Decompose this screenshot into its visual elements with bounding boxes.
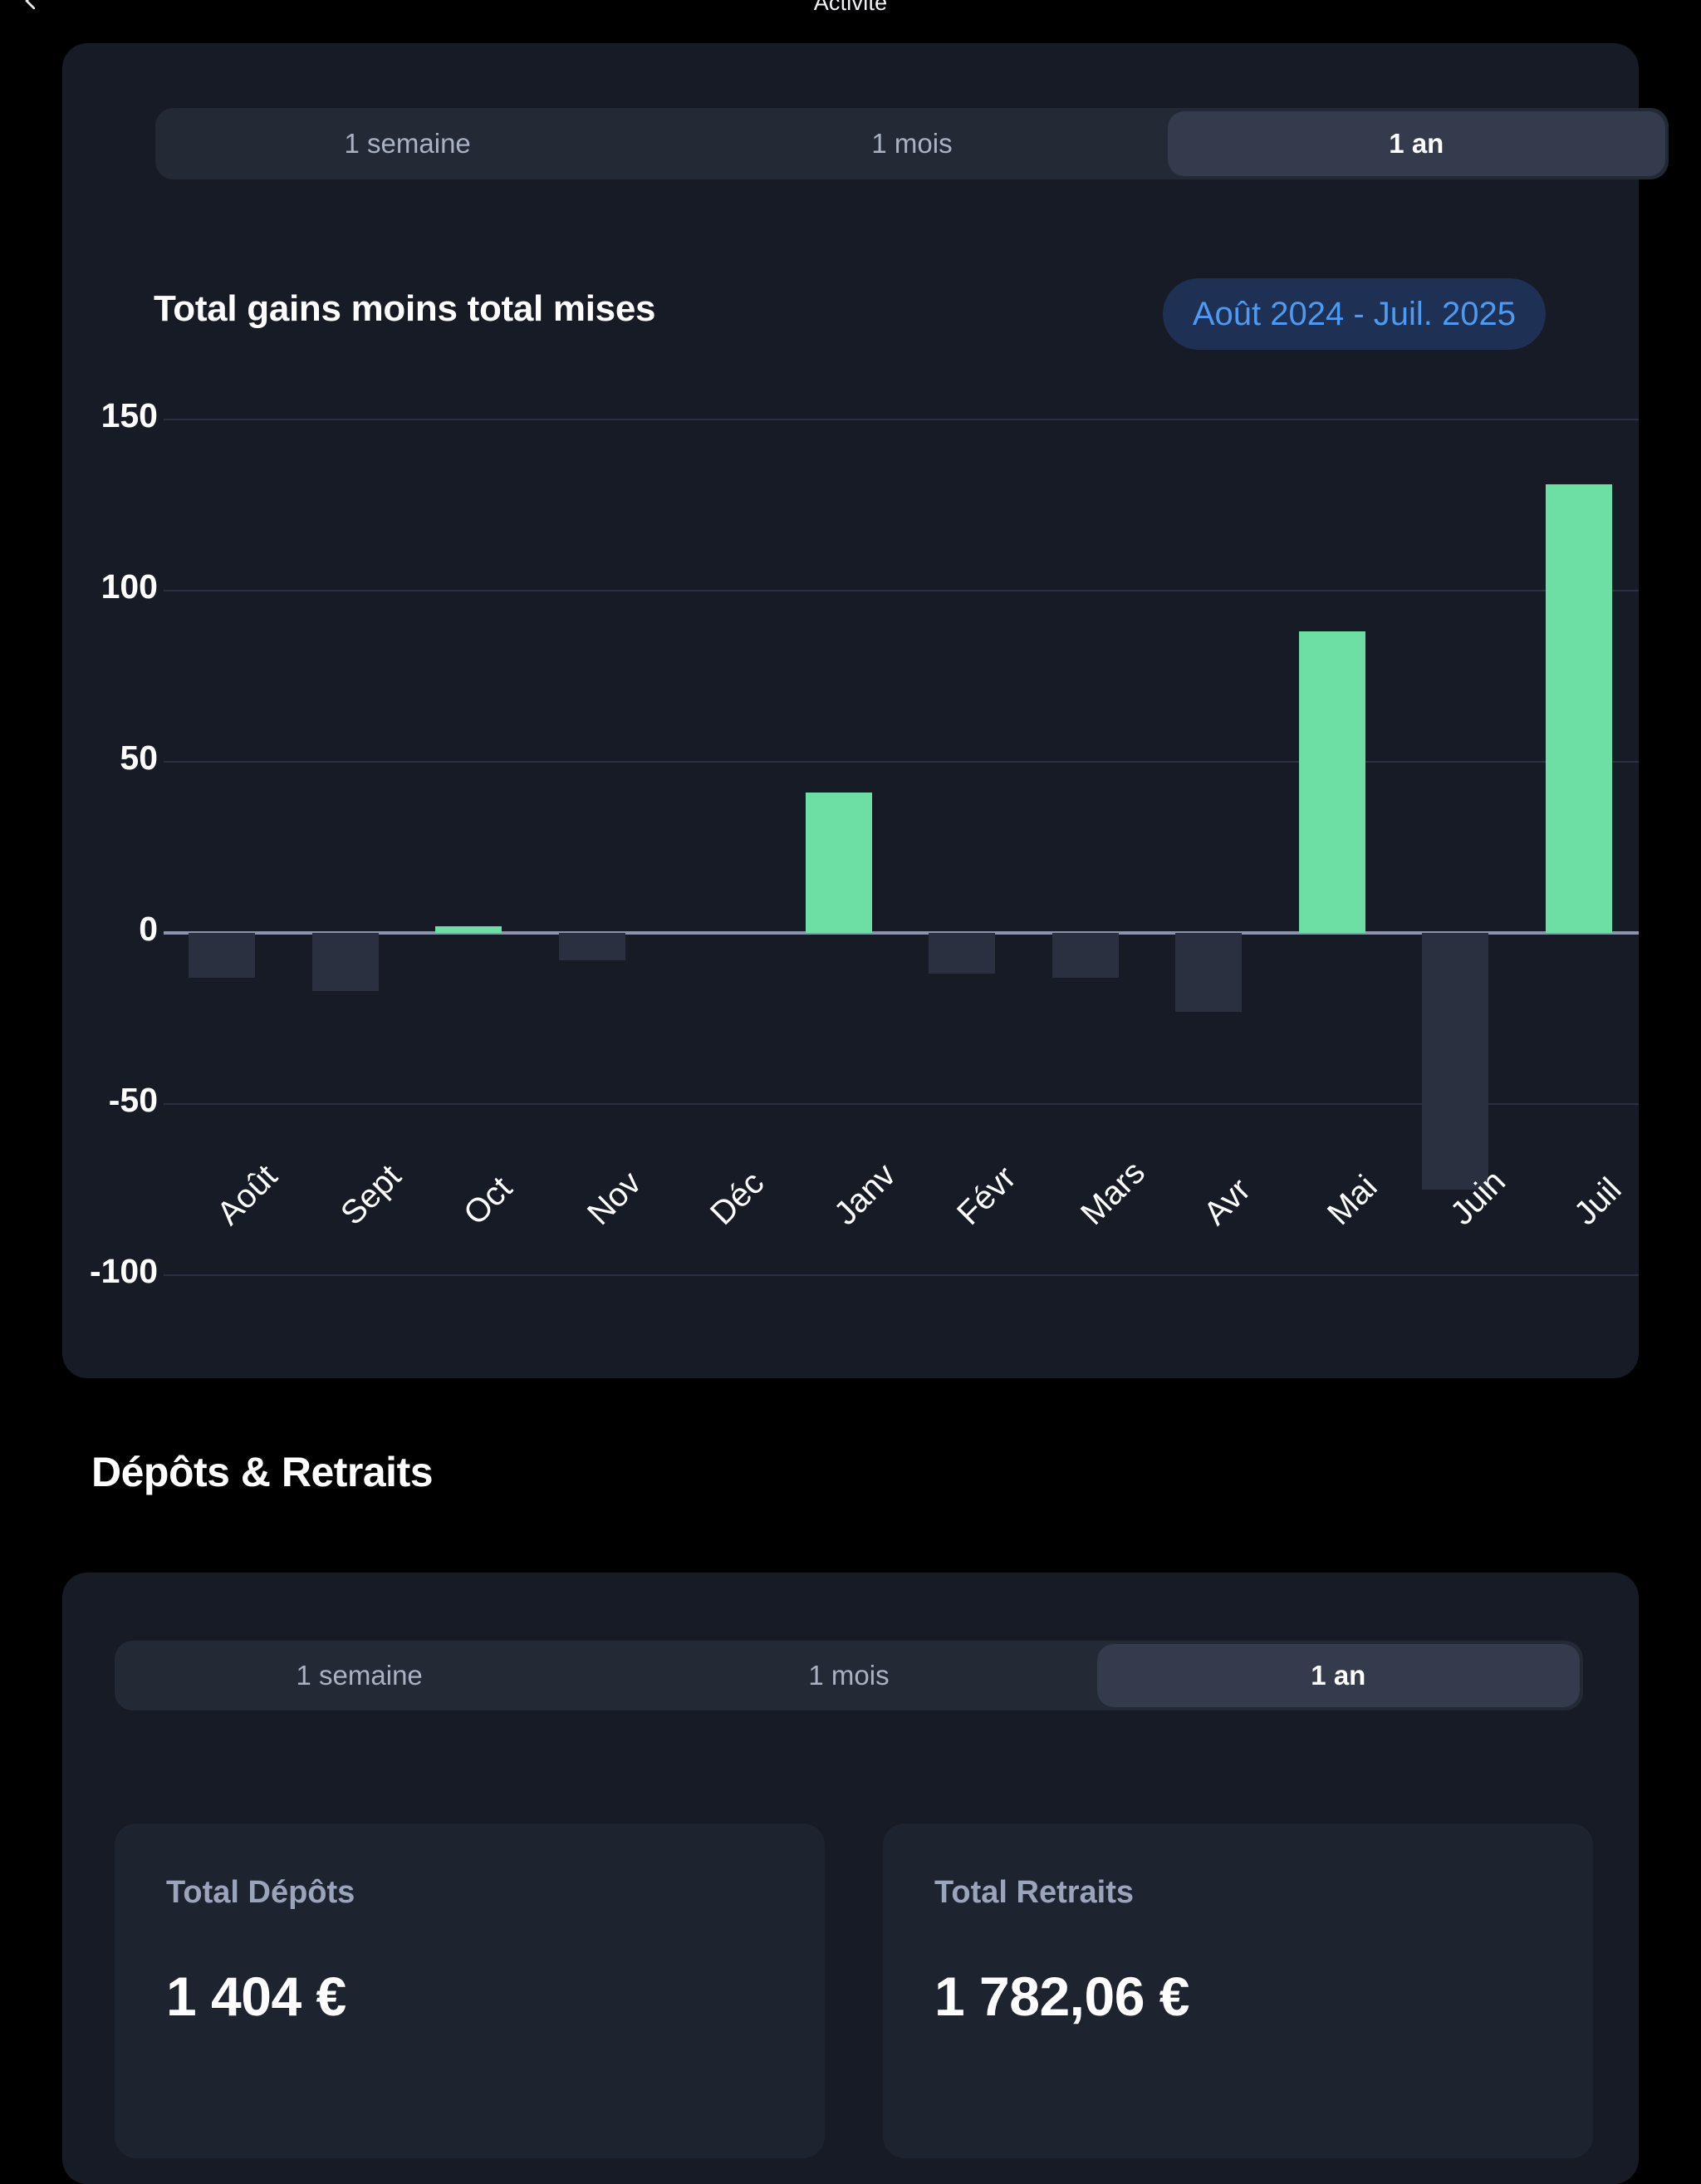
y-axis-tick: 150 [62, 396, 158, 443]
gridline [164, 590, 1639, 591]
gridline [164, 761, 1639, 763]
back-chevron-icon[interactable] [18, 0, 43, 13]
chart-period-tab-1-an[interactable]: 1 an [1167, 111, 1665, 176]
bar-août[interactable] [189, 933, 255, 978]
zero-axis-line [164, 931, 1639, 935]
y-axis-tick: 50 [62, 739, 158, 785]
bar-juil[interactable] [1545, 484, 1612, 933]
bar-juin[interactable] [1422, 933, 1488, 1190]
total-withdrawals-value: 1 782,06 € [934, 1966, 1189, 2027]
bar-mars[interactable] [1051, 933, 1119, 978]
bar-nov[interactable] [558, 933, 625, 960]
x-axis-tick-label: Avr [1197, 1171, 1258, 1233]
y-axis-tick-label: -50 [108, 1081, 158, 1119]
deposits-period-tab-1-mois[interactable]: 1 mois [808, 1660, 890, 1691]
x-axis-tick-label: Sept [333, 1157, 408, 1233]
x-axis-tick-label: Nov [580, 1164, 648, 1233]
y-axis-tick-label: 50 [120, 739, 158, 777]
bar-mai[interactable] [1298, 631, 1365, 933]
gridline [164, 1103, 1639, 1105]
x-axis-tick-label: Août [210, 1157, 285, 1233]
gridline [164, 1274, 1639, 1276]
deposits-period-tab-1-an[interactable]: 1 an [1096, 1644, 1580, 1707]
deposits-section-heading: Dépôts & Retraits [91, 1449, 434, 1495]
total-deposits-value: 1 404 € [166, 1966, 346, 2027]
total-withdrawals-tile: Total Retraits 1 782,06 € [883, 1823, 1593, 2158]
deposits-period-segmented-control[interactable]: 1 semaine 1 mois 1 an [115, 1641, 1583, 1710]
activity-chart-card: 1 semaine 1 mois 1 an Total gains moins … [62, 43, 1669, 1378]
bar-avr[interactable] [1175, 933, 1242, 1012]
x-axis-tick-label: Mai [1320, 1168, 1385, 1233]
y-axis-tick-label: 100 [100, 567, 158, 606]
x-axis-tick-label: Oct [457, 1169, 520, 1233]
x-axis-tick-label: Mars [1073, 1154, 1152, 1233]
deposits-period-tab-1-semaine[interactable]: 1 semaine [296, 1660, 423, 1691]
bar-sept[interactable] [311, 933, 379, 992]
page-title: Activité [813, 0, 888, 15]
bar-févr[interactable] [929, 933, 995, 974]
bar-oct[interactable] [435, 925, 502, 933]
chart-period-segmented-control[interactable]: 1 semaine 1 mois 1 an [155, 108, 1669, 179]
y-axis-tick-label: 150 [100, 396, 158, 434]
y-axis-tick: 100 [62, 567, 158, 614]
y-axis-tick-label: -100 [89, 1252, 158, 1290]
y-axis-tick: 0 [62, 910, 158, 956]
chart-title: Total gains moins total mises [154, 288, 656, 329]
total-withdrawals-label: Total Retraits [934, 1875, 1135, 1910]
chart-date-range-badge[interactable]: Août 2024 - Juil. 2025 [1162, 278, 1546, 350]
x-axis-tick-label: Janv [826, 1156, 903, 1233]
x-axis-tick-label: Déc [703, 1164, 772, 1233]
total-deposits-tile: Total Dépôts 1 404 € [115, 1823, 825, 2158]
y-axis-tick-label: 0 [139, 910, 158, 948]
bar-chart-plot: 150 100 50 0 -50 -100 Août Sept Oct Nov Déc Janv Fév… [62, 43, 1639, 1378]
x-axis-tick-label: Juil [1566, 1171, 1629, 1233]
chart-period-tab-1-semaine[interactable]: 1 semaine [344, 128, 471, 159]
y-axis-tick: -50 [62, 1081, 158, 1127]
nav-bar: Activité [0, 0, 1701, 42]
y-axis-tick: -100 [62, 1252, 158, 1298]
chart-period-tab-1-mois[interactable]: 1 mois [871, 128, 953, 159]
gridline [164, 419, 1639, 420]
x-axis-tick-label: Févr [950, 1159, 1023, 1233]
bar-janv[interactable] [805, 793, 872, 933]
total-deposits-label: Total Dépôts [166, 1875, 355, 1910]
